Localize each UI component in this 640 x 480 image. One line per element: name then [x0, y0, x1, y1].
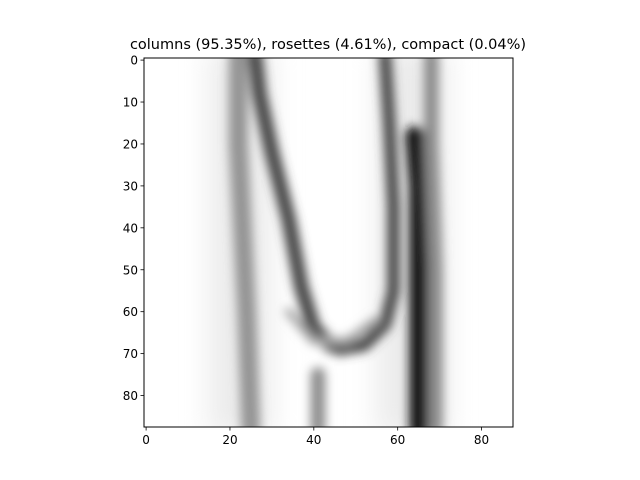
- plot-frame: [143, 57, 514, 428]
- y-tick-label: 10: [123, 96, 138, 110]
- stroke-4: [423, 58, 443, 427]
- y-tick-label: 30: [123, 179, 138, 193]
- stroke-1: [228, 58, 261, 427]
- chart-title: columns (95.35%), rosettes (4.61%), comp…: [130, 37, 526, 53]
- stroke-2: [332, 58, 400, 356]
- y-tick-label: 50: [123, 263, 138, 277]
- x-axis: 0 20 40 60 80: [142, 427, 489, 447]
- stroke-6: [284, 307, 381, 346]
- y-tick-label: 80: [123, 389, 138, 403]
- plot-area: [143, 57, 514, 428]
- x-tick-label: 80: [474, 433, 489, 447]
- plot-background: [144, 58, 513, 427]
- x-tick-label: 20: [222, 433, 237, 447]
- stroke-3: [405, 126, 429, 427]
- y-tick-label: 60: [123, 305, 138, 319]
- stroke-0: [247, 58, 338, 353]
- x-tick-label: 0: [142, 433, 150, 447]
- y-axis: 0 10 20 30 40 50 60 70 80: [123, 54, 144, 403]
- x-tick-label: 60: [390, 433, 405, 447]
- y-tick-label: 70: [123, 347, 138, 361]
- image-strokes: [228, 58, 443, 427]
- y-tick-label: 0: [130, 54, 138, 68]
- image-heatmap: [208, 58, 449, 427]
- y-tick-label: 40: [123, 221, 138, 235]
- x-tick-label: 40: [306, 433, 321, 447]
- y-tick-label: 20: [123, 137, 138, 151]
